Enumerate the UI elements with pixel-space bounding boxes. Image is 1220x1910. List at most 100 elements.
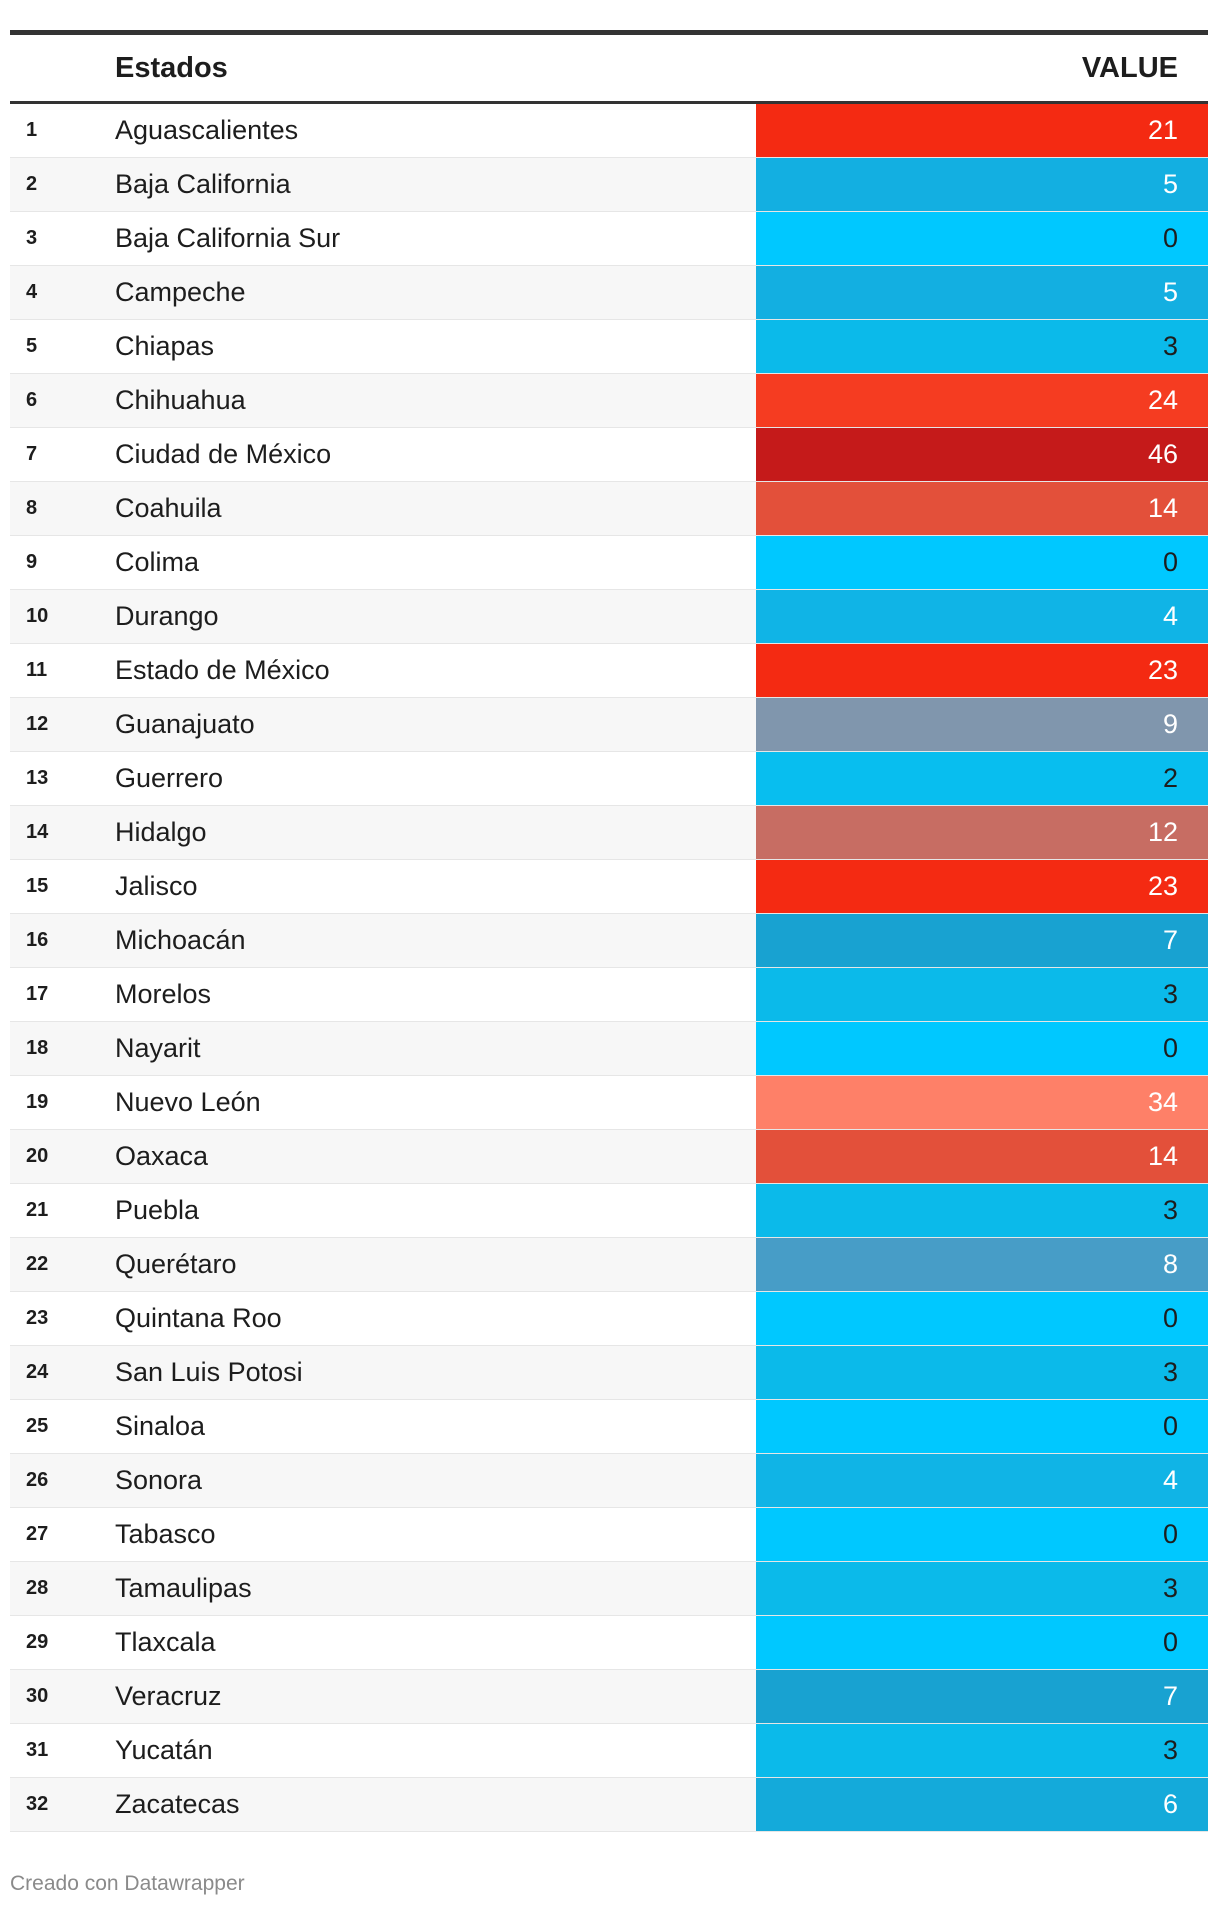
row-rank: 7	[26, 443, 38, 465]
row-rank: 18	[26, 1037, 49, 1059]
row-value-cell: 21	[756, 104, 1208, 157]
table-row: 7 Ciudad de México 46	[10, 428, 1208, 482]
table-row: 11 Estado de México 23	[10, 644, 1208, 698]
table-body: 1 Aguascalientes 21 2 Baja California 5 3 Baja …	[10, 104, 1208, 1832]
row-rank: 11	[26, 659, 48, 681]
row-rank: 17	[26, 983, 49, 1005]
row-value-cell: 5	[756, 266, 1208, 319]
row-rank: 26	[26, 1469, 49, 1491]
row-state-name: Sinaloa	[115, 1411, 206, 1441]
table-row: 29 Tlaxcala 0	[10, 1616, 1208, 1670]
row-rank: 19	[26, 1091, 49, 1113]
row-value-cell: 5	[756, 158, 1208, 211]
row-state-name: Quintana Roo	[115, 1303, 282, 1333]
row-rank: 22	[26, 1253, 49, 1275]
row-rank: 16	[26, 929, 49, 951]
row-rank: 14	[26, 821, 49, 843]
table-row: 9 Colima 0	[10, 536, 1208, 590]
table-row: 4 Campeche 5	[10, 266, 1208, 320]
row-value-cell: 14	[756, 482, 1208, 535]
row-state-name: Estado de México	[115, 655, 330, 685]
row-value-cell: 46	[756, 428, 1208, 481]
footer-credit: Creado con Datawrapper	[10, 1872, 245, 1895]
table-row: 30 Veracruz 7	[10, 1670, 1208, 1724]
column-header-estados[interactable]: Estados	[115, 51, 228, 84]
row-state-name: Hidalgo	[115, 817, 207, 847]
table-row: 31 Yucatán 3	[10, 1724, 1208, 1778]
row-state-name: Tamaulipas	[115, 1573, 252, 1603]
row-value-cell: 14	[756, 1130, 1208, 1183]
row-rank: 24	[26, 1361, 49, 1383]
table-row: 14 Hidalgo 12	[10, 806, 1208, 860]
row-value-cell: 7	[756, 914, 1208, 967]
row-rank: 3	[26, 227, 38, 249]
table-row: 13 Guerrero 2	[10, 752, 1208, 806]
row-value-cell: 3	[756, 1562, 1208, 1615]
row-value-cell: 4	[756, 590, 1208, 643]
row-state-name: Jalisco	[115, 871, 198, 901]
row-value-cell: 0	[756, 1022, 1208, 1075]
row-state-name: Guerrero	[115, 763, 224, 793]
row-state-name: Coahuila	[115, 493, 222, 523]
row-rank: 32	[26, 1793, 49, 1815]
table-row: 22 Querétaro 8	[10, 1238, 1208, 1292]
row-value-cell: 23	[756, 644, 1208, 697]
table-row: 28 Tamaulipas 3	[10, 1562, 1208, 1616]
row-value-cell: 6	[756, 1778, 1208, 1831]
row-value-cell: 4	[756, 1454, 1208, 1507]
row-rank: 12	[26, 713, 49, 735]
table-row: 5 Chiapas 3	[10, 320, 1208, 374]
row-state-name: Zacatecas	[115, 1789, 240, 1819]
row-value-cell: 0	[756, 1508, 1208, 1561]
table-row: 17 Morelos 3	[10, 968, 1208, 1022]
row-rank: 20	[26, 1145, 49, 1167]
column-header-value[interactable]: VALUE	[1081, 51, 1178, 84]
row-rank: 1	[26, 119, 38, 141]
table-row: 19 Nuevo León 34	[10, 1076, 1208, 1130]
table-top-rule	[10, 30, 1208, 35]
row-rank: 8	[26, 497, 38, 519]
table-row: 6 Chihuahua 24	[10, 374, 1208, 428]
row-state-name: Chiapas	[115, 331, 215, 361]
table-row: 27 Tabasco 0	[10, 1508, 1208, 1562]
row-state-name: Campeche	[115, 277, 246, 307]
row-rank: 2	[26, 173, 38, 195]
row-state-name: Baja California	[115, 169, 291, 199]
row-rank: 13	[26, 767, 49, 789]
row-value-cell: 2	[756, 752, 1208, 805]
table-row: 12 Guanajuato 9	[10, 698, 1208, 752]
row-rank: 9	[26, 551, 38, 573]
row-state-name: Durango	[115, 601, 219, 631]
row-state-name: Morelos	[115, 979, 212, 1009]
row-state-name: Ciudad de México	[115, 439, 332, 469]
row-rank: 23	[26, 1307, 49, 1329]
table-row: 10 Durango 4	[10, 590, 1208, 644]
row-rank: 30	[26, 1685, 49, 1707]
table-row: 20 Oaxaca 14	[10, 1130, 1208, 1184]
table-row: 2 Baja California 5	[10, 158, 1208, 212]
row-state-name: Nayarit	[115, 1033, 201, 1063]
row-value-cell: 24	[756, 374, 1208, 427]
row-state-name: Colima	[115, 547, 200, 577]
row-rank: 15	[26, 875, 49, 897]
row-state-name: Nuevo León	[115, 1087, 261, 1117]
row-value-cell: 0	[756, 212, 1208, 265]
row-rank: 28	[26, 1577, 49, 1599]
row-value-cell: 0	[756, 1616, 1208, 1669]
row-rank: 10	[26, 605, 49, 627]
row-value-cell: 0	[756, 1400, 1208, 1453]
table-row: 18 Nayarit 0	[10, 1022, 1208, 1076]
row-value-cell: 3	[756, 320, 1208, 373]
table-row: 32 Zacatecas 6	[10, 1778, 1208, 1832]
row-state-name: Guanajuato	[115, 709, 255, 739]
row-state-name: Veracruz	[115, 1681, 222, 1711]
row-rank: 29	[26, 1631, 49, 1653]
row-state-name: Puebla	[115, 1195, 200, 1225]
table-row: 8 Coahuila 14	[10, 482, 1208, 536]
row-rank: 4	[26, 281, 38, 303]
row-value-cell: 12	[756, 806, 1208, 859]
row-state-name: Yucatán	[115, 1735, 213, 1765]
table-header: Estados VALUE	[10, 35, 1208, 104]
row-state-name: Chihuahua	[115, 385, 246, 415]
row-state-name: San Luis Potosi	[115, 1357, 303, 1387]
